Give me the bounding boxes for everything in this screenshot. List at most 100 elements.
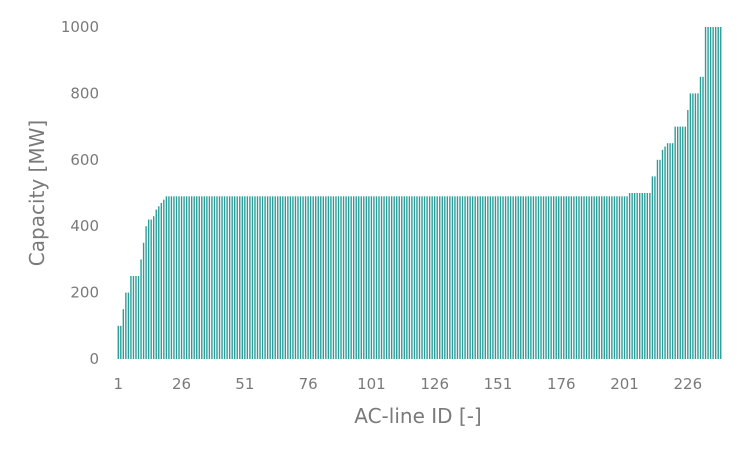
bar-33 (198, 196, 200, 359)
bar-133 (451, 196, 454, 359)
bar-174 (555, 196, 557, 359)
bar-101 (370, 196, 373, 359)
bar-216 (661, 149, 664, 359)
bar-170 (545, 196, 547, 359)
bar-36 (206, 196, 208, 359)
bar-22 (170, 196, 173, 359)
bar-28 (185, 196, 188, 359)
bar-26 (180, 196, 183, 359)
bar-176 (560, 196, 562, 359)
bar-177 (563, 196, 565, 359)
bar-70 (292, 196, 294, 359)
bar-132 (449, 196, 451, 359)
bar-83 (325, 196, 327, 359)
bar-52 (246, 196, 249, 359)
bar-223 (679, 126, 681, 359)
bar-78 (312, 196, 314, 359)
bar-74 (302, 196, 304, 359)
bar-57 (259, 196, 261, 359)
bar-214 (656, 159, 659, 359)
bar-218 (666, 143, 669, 359)
x-tick-label: 76 (299, 375, 318, 393)
y-tick-label: 200 (70, 284, 99, 302)
bar-110 (393, 196, 395, 359)
bar-100 (368, 196, 370, 359)
bar-137 (461, 196, 464, 359)
bar-80 (317, 196, 319, 359)
bar-82 (322, 196, 324, 359)
bar-139 (466, 196, 469, 359)
bar-226 (687, 110, 689, 359)
bar-85 (330, 196, 332, 359)
x-tick-label: 101 (357, 375, 386, 393)
bar-129 (441, 196, 443, 359)
bar-11 (142, 242, 145, 359)
bar-124 (428, 196, 431, 359)
bar-71 (294, 196, 297, 359)
bar-93 (350, 196, 352, 359)
bar-165 (532, 196, 535, 359)
bar-114 (403, 196, 406, 359)
x-tick-label: 151 (484, 375, 513, 393)
bar-46 (231, 196, 233, 359)
bar-235 (709, 27, 712, 359)
bar-68 (287, 196, 289, 359)
bar-160 (520, 196, 522, 359)
bar-203 (628, 193, 631, 359)
bar-10 (140, 259, 142, 359)
y-tick-label: 800 (70, 84, 99, 102)
bar-237 (714, 27, 717, 359)
bar-55 (254, 196, 256, 359)
bar-234 (707, 27, 709, 359)
bar-166 (535, 196, 537, 359)
x-tick-label: 176 (547, 375, 576, 393)
bar-51 (244, 196, 246, 359)
bar-97 (360, 196, 362, 359)
bar-5 (127, 292, 130, 359)
bar-201 (623, 196, 626, 359)
bar-233 (704, 27, 707, 359)
y-tick-label: 0 (89, 350, 99, 368)
bar-200 (621, 196, 623, 359)
bar-65 (279, 196, 281, 359)
bar-1 (117, 325, 119, 359)
bar-72 (297, 196, 299, 359)
bar-13 (147, 219, 150, 359)
bar-225 (684, 126, 686, 359)
bar-172 (550, 196, 552, 359)
bar-42 (221, 196, 223, 359)
bar-48 (236, 196, 238, 359)
bar-75 (304, 196, 307, 359)
bar-193 (603, 196, 605, 359)
bar-210 (646, 193, 649, 359)
bar-25 (178, 196, 180, 359)
bar-191 (598, 196, 600, 359)
bar-77 (309, 196, 312, 359)
x-tick-label: 126 (420, 375, 449, 393)
bar-185 (583, 196, 585, 359)
bar-128 (439, 196, 441, 359)
bar-148 (489, 196, 492, 359)
bar-117 (411, 196, 413, 359)
bar-115 (406, 196, 408, 359)
bar-47 (234, 196, 236, 359)
bar-236 (712, 27, 714, 359)
bar-9 (137, 276, 140, 359)
bar-142 (474, 196, 476, 359)
bar-18 (160, 202, 162, 359)
bar-108 (388, 196, 390, 359)
bar-229 (694, 93, 697, 360)
bar-127 (436, 196, 438, 359)
bar-95 (355, 196, 357, 359)
bar-222 (677, 126, 679, 359)
bar-15 (153, 216, 155, 359)
bar-186 (585, 196, 588, 359)
bar-38 (211, 196, 213, 359)
bar-190 (596, 196, 598, 359)
bar-121 (421, 196, 423, 359)
bar-69 (289, 196, 292, 359)
bar-230 (697, 93, 699, 360)
bar-213 (654, 176, 656, 359)
